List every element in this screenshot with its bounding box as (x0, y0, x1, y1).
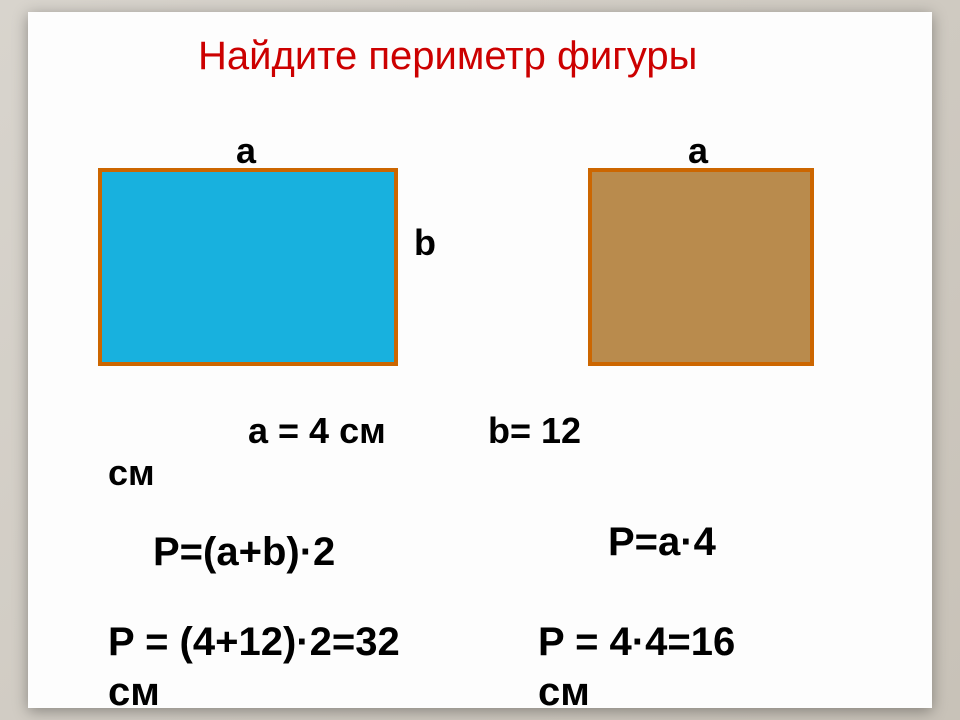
calc-square: P = 4·4=16 (538, 620, 735, 665)
rect-label-b: b (414, 222, 436, 264)
rectangle-shape (98, 168, 398, 366)
slide-card: Найдите периметр фигуры а b a а = 4 см b… (28, 12, 932, 708)
given-unit-wrap: см (108, 452, 155, 494)
rect-label-a: а (236, 130, 256, 172)
calc-rectangle: P = (4+12)·2=32 (108, 620, 400, 665)
slide-title: Найдите периметр фигуры (198, 32, 758, 80)
formula-square: P=a·4 (608, 520, 716, 565)
square-shape (588, 168, 814, 366)
calc-square-unit: см (538, 670, 590, 715)
calc-rect-unit: см (108, 670, 160, 715)
square-label-a: a (688, 130, 708, 172)
given-b: b= 12 (488, 410, 581, 452)
formula-rectangle: P=(a+b)·2 (153, 530, 335, 575)
given-a: а = 4 см (248, 410, 386, 452)
